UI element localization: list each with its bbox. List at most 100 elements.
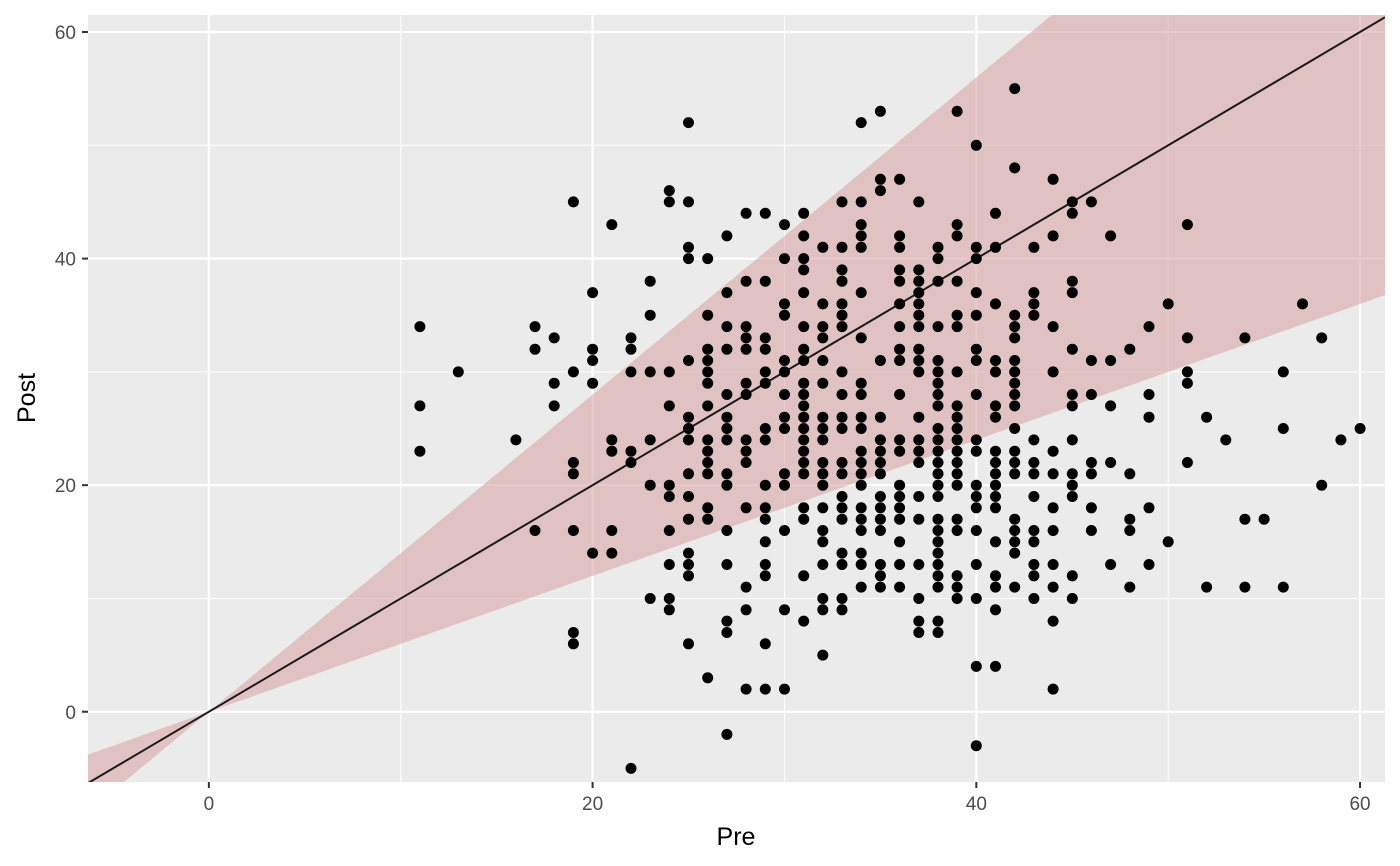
data-point	[721, 287, 733, 299]
data-point	[779, 525, 790, 536]
data-point	[779, 253, 790, 265]
data-point	[759, 332, 771, 344]
data-point	[855, 287, 867, 299]
data-point	[817, 298, 829, 310]
data-point	[798, 355, 810, 366]
data-point	[529, 343, 541, 355]
data-point	[855, 479, 867, 491]
data-point	[625, 366, 637, 378]
data-point	[855, 196, 867, 208]
data-point	[913, 264, 925, 276]
data-point	[817, 423, 829, 434]
data-point	[1085, 525, 1097, 536]
data-point	[1143, 411, 1155, 423]
data-point	[683, 547, 694, 559]
data-point	[644, 275, 656, 287]
data-point	[1354, 423, 1366, 434]
data-point	[932, 615, 944, 627]
data-point	[855, 559, 867, 570]
data-point	[1009, 536, 1021, 548]
data-point	[1009, 457, 1021, 468]
data-point	[1009, 332, 1021, 344]
data-point	[759, 513, 771, 525]
data-point	[1066, 207, 1078, 219]
data-point	[855, 581, 867, 593]
data-point	[1085, 457, 1097, 468]
data-point	[1009, 547, 1021, 559]
data-point	[1181, 377, 1193, 389]
data-point	[1009, 423, 1021, 434]
data-point	[951, 423, 963, 434]
data-point	[567, 638, 579, 650]
data-point	[836, 559, 848, 570]
data-point	[913, 559, 925, 570]
data-point	[874, 434, 886, 446]
data-point	[529, 525, 541, 536]
data-point	[970, 502, 982, 514]
data-point	[683, 570, 694, 582]
data-point	[951, 219, 963, 231]
data-point	[874, 491, 886, 502]
data-point	[1066, 434, 1078, 446]
data-point	[855, 547, 867, 559]
data-point	[817, 525, 829, 536]
data-point	[836, 298, 848, 310]
data-point	[1028, 457, 1040, 468]
data-point	[721, 321, 733, 333]
data-point	[740, 389, 752, 400]
data-point	[798, 400, 810, 412]
data-point	[913, 355, 925, 366]
data-point	[1277, 581, 1289, 593]
data-point	[894, 275, 906, 287]
data-point	[567, 627, 579, 638]
data-point	[683, 355, 694, 366]
data-point	[798, 207, 810, 219]
data-point	[1009, 389, 1021, 400]
data-point	[779, 468, 790, 480]
data-point	[702, 434, 714, 446]
data-point	[683, 241, 694, 253]
data-point	[798, 321, 810, 333]
data-point	[683, 253, 694, 265]
data-point	[817, 241, 829, 253]
data-point	[913, 491, 925, 502]
y-tick-label: 0	[65, 703, 76, 724]
data-point	[702, 672, 714, 684]
data-point	[606, 547, 618, 559]
data-point	[721, 525, 733, 536]
data-point	[817, 332, 829, 344]
data-point	[1277, 366, 1289, 378]
data-point	[798, 230, 810, 242]
data-point	[874, 445, 886, 457]
data-point	[817, 649, 829, 661]
data-point	[721, 230, 733, 242]
data-point	[1105, 400, 1117, 412]
data-point	[932, 423, 944, 434]
data-point	[970, 309, 982, 321]
data-point	[587, 287, 599, 299]
data-point	[759, 638, 771, 650]
data-point	[894, 581, 906, 593]
data-point	[1009, 309, 1021, 321]
data-point	[1239, 332, 1251, 344]
data-point	[759, 570, 771, 582]
data-point	[798, 445, 810, 457]
data-point	[798, 411, 810, 423]
data-point	[1066, 343, 1078, 355]
data-point	[970, 355, 982, 366]
data-point	[990, 660, 1001, 672]
data-point	[721, 627, 733, 638]
data-point	[970, 479, 982, 491]
data-point	[721, 434, 733, 446]
data-point	[740, 502, 752, 514]
data-point	[740, 275, 752, 287]
data-point	[932, 627, 944, 638]
data-point	[836, 593, 848, 604]
data-point	[625, 445, 637, 457]
data-point	[894, 434, 906, 446]
data-point	[759, 423, 771, 434]
data-point	[913, 457, 925, 468]
data-point	[1124, 343, 1136, 355]
data-point	[798, 343, 810, 355]
data-point	[702, 366, 714, 378]
